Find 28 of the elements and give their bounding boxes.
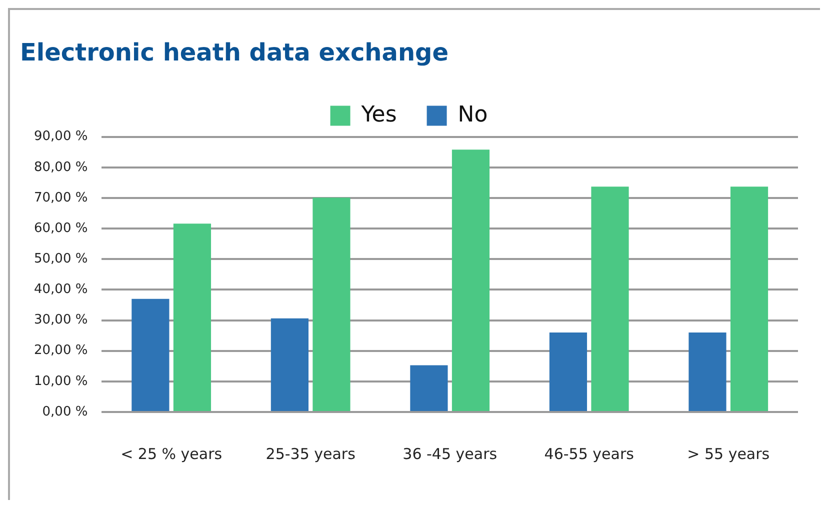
legend-label: No <box>458 102 488 128</box>
y-tick-label: 70,00 % <box>34 190 88 206</box>
y-tick-label: 0,00 % <box>42 404 88 420</box>
y-tick-label: 90,00 % <box>34 129 88 144</box>
x-tick-label: 46-55 years <box>544 444 634 463</box>
x-tick-label: > 55 years <box>687 444 770 463</box>
y-tick-label: 60,00 % <box>34 220 88 236</box>
y-tick-label: 20,00 % <box>34 343 88 358</box>
bar <box>270 318 308 411</box>
y-tick-label: 10,00 % <box>34 374 88 389</box>
bar <box>132 298 170 411</box>
bar <box>410 365 448 411</box>
bar <box>549 332 588 411</box>
bar <box>688 332 726 411</box>
y-tick-label: 40,00 % <box>34 282 88 298</box>
x-tick-label: 36 -45 years <box>402 444 498 463</box>
y-tick-label: 50,00 % <box>34 251 88 266</box>
legend-label: Yes <box>360 102 397 128</box>
bar <box>452 150 490 411</box>
bar <box>591 186 629 411</box>
bar <box>730 186 768 411</box>
y-tick-label: 80,00 % <box>34 160 88 175</box>
y-tick-label: 30,00 % <box>34 312 88 328</box>
bar <box>312 198 350 411</box>
x-tick-label: 25-35 years <box>266 444 356 463</box>
bar <box>173 224 212 411</box>
chart-title: Electronic heath data exchange <box>20 38 448 67</box>
x-tick-label: < 25 % years <box>120 444 222 463</box>
